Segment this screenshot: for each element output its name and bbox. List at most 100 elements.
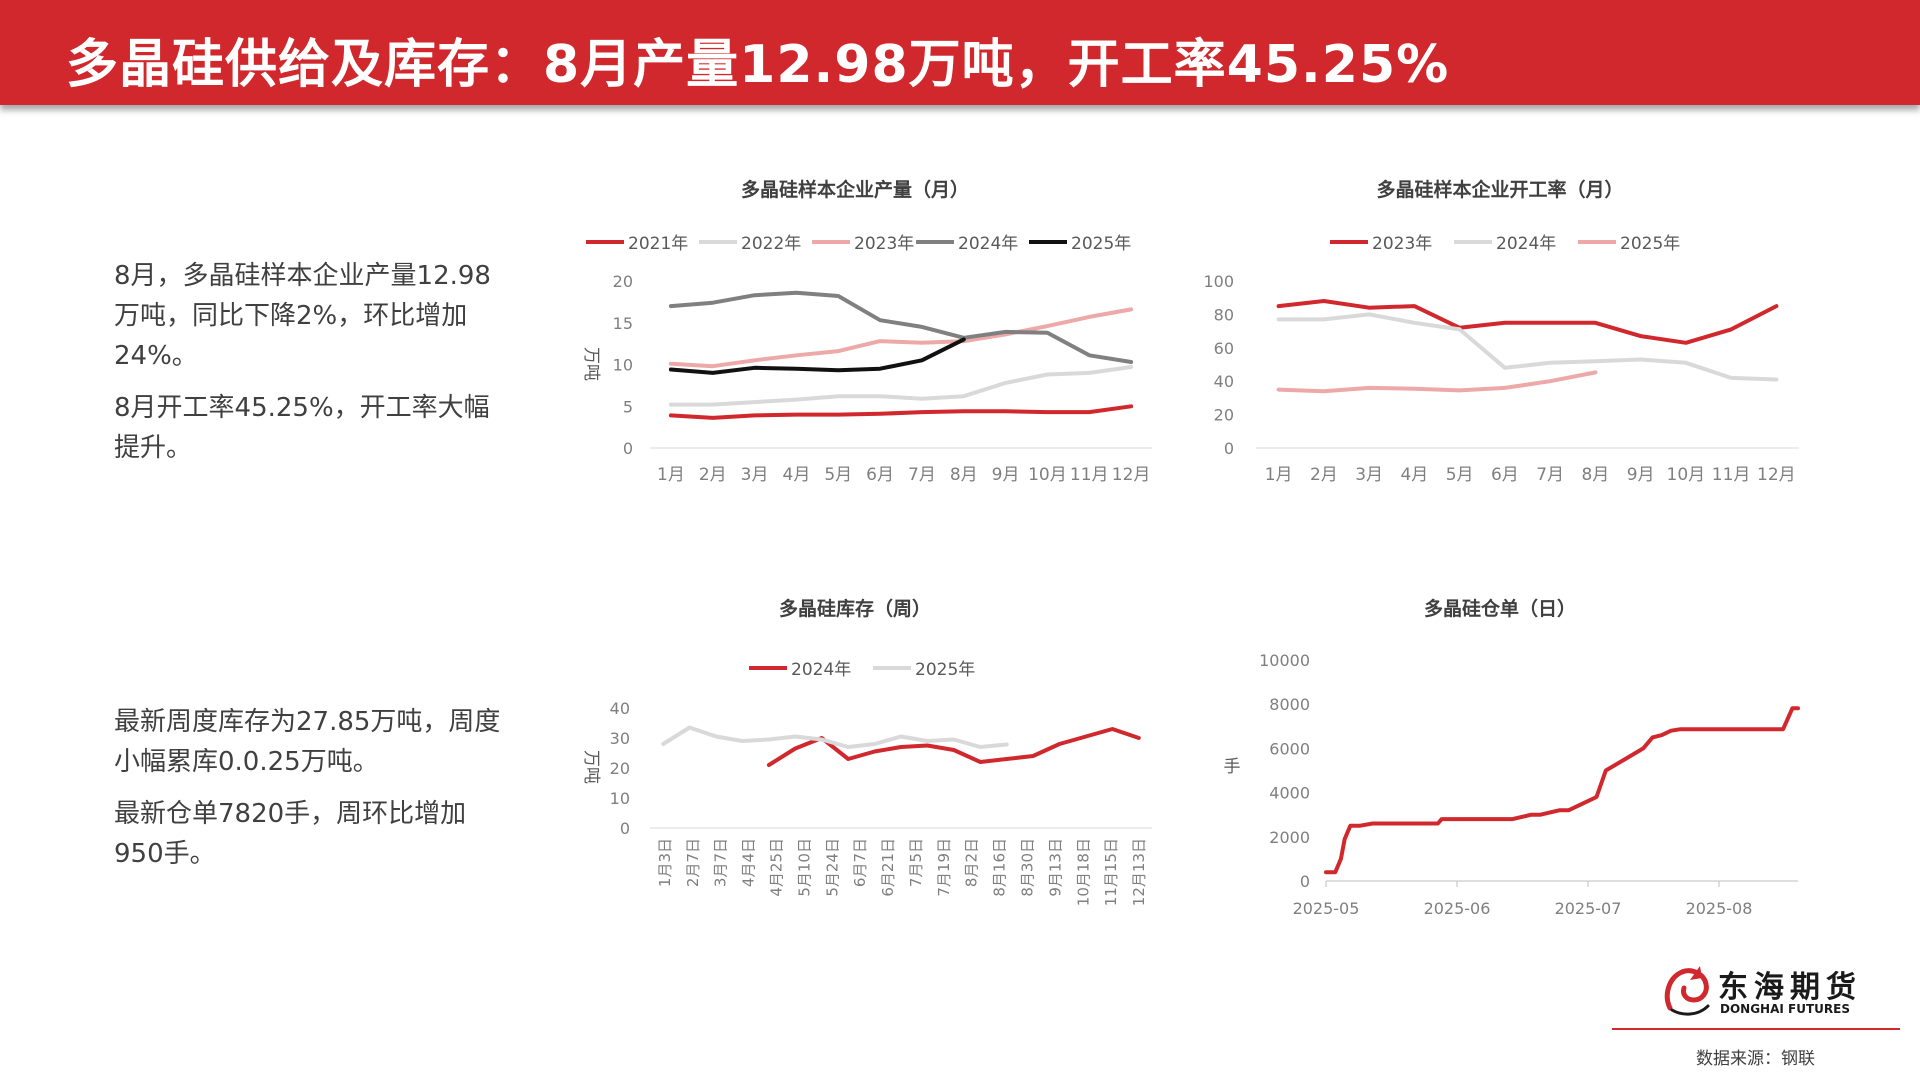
- x-tick-label: 5月: [824, 465, 852, 485]
- x-tick-label: 10月: [1028, 465, 1067, 485]
- y-tick-label: 0: [620, 819, 630, 838]
- x-tick-label: 11月15日: [1102, 838, 1120, 906]
- footer-divider: [1612, 1028, 1900, 1030]
- x-tick-label: 3月: [741, 465, 769, 485]
- series-line-2025年: [661, 725, 1009, 749]
- series-line-2021年: [668, 404, 1134, 420]
- text-block-inventory: 最新周度库存为27.85万吨，周度小幅累库0.0.25万吨。 最新仓单7820手…: [114, 702, 504, 886]
- x-tick-label: 8月30日: [1019, 838, 1037, 897]
- series-line-2025年: [1276, 370, 1598, 394]
- x-tick-label: 9月: [1627, 465, 1655, 485]
- x-tick-label: 12月: [1757, 465, 1796, 485]
- x-tick-label: 4月: [783, 465, 811, 485]
- legend-label: 2021年: [628, 234, 688, 254]
- series-line-2025年: [668, 337, 966, 375]
- y-tick-label: 2000: [1269, 828, 1310, 847]
- y-tick-label: 80: [1214, 305, 1234, 324]
- series-line-2022年: [668, 365, 1134, 407]
- legend-label: 2022年: [741, 234, 801, 254]
- y-tick-label: 15: [613, 314, 633, 333]
- title-bar: 多晶硅供给及库存：8月产量12.98万吨，开工率45.25%: [0, 0, 1920, 105]
- x-tick-label: 7月19日: [935, 838, 953, 897]
- x-tick-label: 10月18日: [1074, 838, 1092, 906]
- y-tick-label: 100: [1203, 272, 1234, 291]
- x-tick-label: 3月7日: [712, 838, 730, 887]
- x-tick-label: 8月: [1581, 465, 1609, 485]
- x-tick-label: 12月: [1112, 465, 1151, 485]
- dragon-logo-icon: [1664, 966, 1710, 1016]
- chart-title: 多晶硅样本企业产量（月）: [741, 178, 969, 201]
- x-tick-label: 11月: [1712, 465, 1751, 485]
- x-tick-label: 7月: [908, 465, 936, 485]
- logo-text-en: DONGHAI FUTURES: [1720, 1002, 1850, 1016]
- paragraph-utilization: 8月开工率45.25%，开工率大幅提升。: [114, 393, 490, 463]
- paragraph-inventory: 最新周度库存为27.85万吨，周度小幅累库0.0.25万吨。: [114, 707, 501, 777]
- x-tick-label: 12月13日: [1130, 838, 1148, 906]
- x-tick-label: 6月: [1491, 465, 1519, 485]
- y-tick-label: 10: [613, 356, 633, 375]
- x-tick-label: 3月: [1355, 465, 1383, 485]
- y-tick-label: 4000: [1269, 784, 1310, 803]
- x-tick-label: 1月3日: [656, 838, 674, 887]
- y-tick-label: 10: [610, 789, 630, 808]
- x-tick-label: 2月: [699, 465, 727, 485]
- donghai-logo: 东海期货 DONGHAI FUTURES: [1660, 960, 1860, 1020]
- chart-3: 多晶硅库存（周） 2024年 2025年 0 10 20 30 40 万吨 1月3日 2月7日 3月7…: [581, 597, 1152, 906]
- y-tick-label: 60: [1214, 339, 1234, 358]
- series-line-2024年: [668, 290, 1134, 364]
- page-title: 多晶硅供给及库存：8月产量12.98万吨，开工率45.25%: [66, 35, 1450, 95]
- chart-1: 多晶硅样本企业产量（月） 2021年 2022年 2023年 2024年 2025年 0 5 1…: [581, 178, 1152, 485]
- y-tick-label: 0: [1224, 439, 1234, 458]
- x-tick-label: 9月: [992, 465, 1020, 485]
- y-tick-label: 8000: [1269, 695, 1310, 714]
- y-tick-label: 6000: [1269, 739, 1310, 758]
- text-block-production: 8月，多晶硅样本企业产量12.98万吨，同比下降2%，环比增加24%。 8月开工…: [114, 256, 504, 480]
- x-tick-label: 2025-07: [1555, 899, 1622, 918]
- y-axis-label: 万吨: [581, 750, 601, 784]
- y-tick-label: 20: [1214, 406, 1234, 425]
- y-tick-label: 30: [610, 729, 630, 748]
- data-source: 数据来源：钢联: [1696, 1049, 1815, 1069]
- chart-title: 多晶硅库存（周）: [779, 597, 931, 620]
- legend-label: 2024年: [958, 234, 1018, 254]
- series-line-2024年: [766, 727, 1141, 767]
- y-tick-label: 0: [623, 439, 633, 458]
- x-tick-label: 4月: [1400, 465, 1428, 485]
- y-axis-label: 万吨: [581, 347, 601, 381]
- x-tick-label: 10月: [1667, 465, 1706, 485]
- legend-label: 2024年: [791, 660, 851, 680]
- y-tick-label: 0: [1300, 872, 1310, 891]
- legend-label: 2025年: [915, 660, 975, 680]
- x-tick-label: 8月2日: [963, 838, 981, 887]
- chart-title: 多晶硅仓单（日）: [1424, 597, 1576, 620]
- chart-4: 多晶硅仓单（日） 0 2000 4000 6000 8000 10000 手 2025-05 20…: [1224, 597, 1800, 918]
- logo-text-cn: 东海期货: [1718, 970, 1862, 1005]
- x-tick-label: 2月7日: [684, 838, 702, 887]
- y-axis-label: 手: [1224, 757, 1241, 777]
- x-tick-label: 5月: [1446, 465, 1474, 485]
- x-tick-label: 6月21日: [879, 838, 897, 897]
- x-tick-label: 7月5日: [907, 838, 925, 887]
- x-tick-label: 9月13日: [1046, 838, 1064, 897]
- y-tick-label: 40: [1214, 372, 1234, 391]
- x-tick-label: 2025-06: [1424, 899, 1491, 918]
- y-tick-label: 10000: [1259, 651, 1310, 670]
- legend-label: 2025年: [1620, 234, 1680, 254]
- paragraph-warehouse-receipts: 最新仓单7820手，周环比增加950手。: [114, 799, 467, 869]
- y-tick-label: 40: [610, 699, 630, 718]
- legend-label: 2025年: [1071, 234, 1131, 254]
- y-tick-label: 20: [613, 272, 633, 291]
- x-tick-label: 2月: [1310, 465, 1338, 485]
- x-tick-label: 4月4日: [740, 838, 758, 887]
- x-tick-label: 7月: [1536, 465, 1564, 485]
- x-tick-label: 4月25日: [768, 838, 786, 897]
- x-tick-label: 5月24日: [823, 838, 841, 897]
- series-line-仓单: [1324, 706, 1800, 875]
- y-tick-label: 5: [623, 397, 633, 416]
- x-tick-label: 6月: [866, 465, 894, 485]
- x-tick-label: 1月: [1265, 465, 1293, 485]
- x-tick-label: 2025-08: [1686, 899, 1753, 918]
- x-tick-label: 8月: [950, 465, 978, 485]
- x-tick-label: 2025-05: [1293, 899, 1360, 918]
